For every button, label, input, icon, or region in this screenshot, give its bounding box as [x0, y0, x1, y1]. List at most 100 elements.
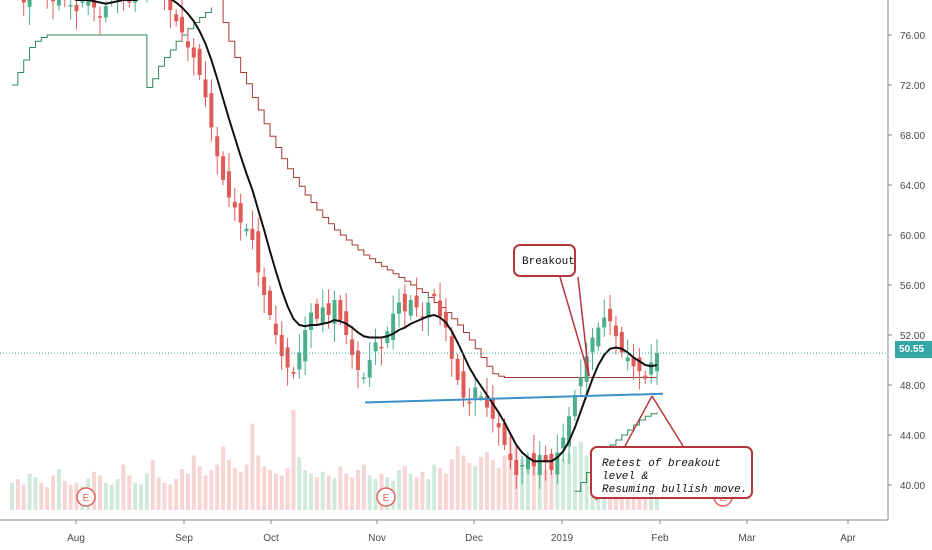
price-tick-label: 64.00 — [900, 181, 925, 192]
candle-body — [174, 14, 179, 22]
volume-bar — [226, 460, 231, 510]
candle-body — [655, 353, 659, 372]
volume-bar — [320, 471, 325, 510]
event-marker-circle — [76, 487, 96, 507]
upper-band-line — [222, 0, 657, 378]
volume-bar — [262, 466, 267, 510]
candle-body — [209, 93, 214, 128]
volume-bar — [144, 473, 149, 510]
volume-bar — [490, 460, 495, 510]
volume-bar — [197, 466, 202, 510]
volume-bar — [555, 471, 560, 510]
volume-bar — [350, 477, 355, 510]
breakout-callout[interactable]: Breakout — [513, 244, 576, 277]
candle-body — [338, 300, 343, 320]
volume-bar — [115, 479, 120, 510]
breakout-pointer — [559, 276, 590, 377]
volume-bar — [496, 468, 501, 510]
volume-bar — [567, 453, 572, 510]
candle-body — [414, 295, 419, 308]
volume-bar — [309, 473, 314, 510]
event-marker: E — [76, 487, 96, 507]
candle-body — [367, 360, 372, 378]
candle-body — [596, 327, 601, 347]
event-marker-label: E — [383, 493, 390, 504]
candle-body — [426, 302, 431, 318]
candle-body — [273, 323, 278, 335]
candle-body — [262, 276, 267, 295]
volume-bar — [209, 470, 214, 510]
volume-bar — [479, 457, 484, 510]
volume-bar — [109, 484, 114, 510]
candle-body — [455, 358, 460, 380]
volume-bar — [508, 437, 513, 510]
candle-body — [590, 337, 595, 352]
volume-bar — [103, 482, 108, 510]
price-tick-label: 60.00 — [900, 231, 925, 242]
volume-bar — [185, 473, 190, 510]
volume-bar — [232, 468, 237, 510]
candle-body — [619, 331, 624, 353]
candle-body — [256, 231, 261, 273]
candle-body — [309, 312, 314, 330]
retest-callout[interactable]: Retest of breakout level & Resuming bull… — [590, 446, 753, 499]
candle-body — [185, 41, 190, 48]
volume-bar — [45, 487, 50, 510]
candle-body — [226, 171, 231, 198]
price-tick-label: 48.00 — [900, 381, 925, 392]
price-tick-label: 52.00 — [900, 331, 925, 342]
candle-body — [379, 346, 384, 349]
volume-bar — [314, 477, 319, 510]
candle-body — [373, 342, 378, 352]
candle-body — [473, 387, 478, 399]
volume-bar — [578, 441, 583, 510]
volume-bar — [344, 473, 349, 510]
candle-body — [514, 460, 519, 475]
volume-bar — [39, 482, 44, 510]
candle-body — [432, 293, 437, 297]
price-tick-label: 56.00 — [900, 281, 925, 292]
volume-bar — [572, 446, 577, 510]
candle-body — [461, 371, 466, 398]
volume-bar — [238, 471, 243, 510]
time-tick-label: Apr — [840, 533, 856, 544]
volume-bar — [174, 479, 179, 510]
volume-bar — [484, 451, 489, 510]
time-tick-label: Mar — [738, 533, 756, 544]
price-tick-label: 68.00 — [900, 131, 925, 142]
overlay: EEE — [0, 276, 888, 507]
volume-bar — [56, 469, 61, 510]
candle-body — [397, 302, 401, 314]
volume-bar — [127, 475, 132, 510]
volume-bar — [68, 484, 73, 510]
candle-body — [297, 352, 302, 370]
candle-body — [291, 371, 296, 374]
volume-bar — [408, 473, 413, 510]
volume-bar — [215, 464, 220, 510]
candle-body — [613, 325, 618, 337]
candle-body — [602, 317, 607, 328]
retest-text-line1: Retest of breakout level & — [602, 458, 721, 483]
candle-body — [567, 416, 572, 447]
candle-body — [420, 316, 425, 318]
volume-bar — [33, 477, 38, 510]
candle-body — [56, 0, 61, 6]
candle-body — [502, 423, 507, 445]
volume-bar — [461, 455, 466, 510]
candle-body — [279, 335, 284, 357]
candle-body — [561, 437, 566, 449]
candle-body — [355, 350, 360, 370]
candle-body — [408, 300, 413, 316]
volume-bar — [455, 446, 460, 510]
volume-bar — [426, 479, 431, 510]
candle-body — [449, 336, 454, 359]
volume-bar — [561, 459, 566, 510]
volume-bar — [526, 466, 530, 510]
retest-pointer — [651, 395, 684, 447]
volume-bar — [256, 455, 261, 510]
volume-bar — [402, 466, 407, 510]
volume-bar — [291, 410, 296, 510]
volume-bar — [139, 484, 143, 510]
candle-body — [180, 16, 185, 33]
